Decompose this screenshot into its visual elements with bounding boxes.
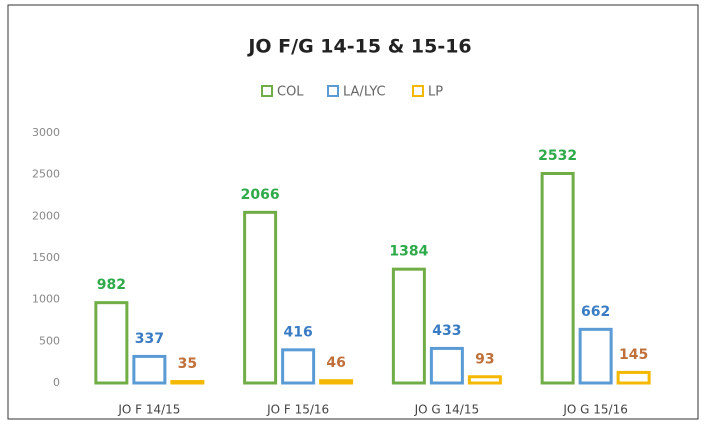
chart-title: JO F/G 14-15 & 15-16	[246, 36, 471, 58]
bar	[429, 346, 464, 385]
legend-label: LP	[428, 85, 443, 100]
y-tick-label: 1000	[32, 293, 60, 306]
data-label: 982	[97, 277, 126, 293]
y-tick-label: 2500	[32, 168, 60, 181]
bar	[578, 327, 613, 385]
data-label: 433	[432, 323, 461, 339]
legend-label: LA/LYC	[343, 85, 386, 100]
x-tick-label: JO F 14/15	[117, 403, 180, 417]
bar	[170, 380, 205, 385]
legend-swatch	[261, 85, 273, 97]
bar	[94, 301, 129, 385]
bar	[391, 267, 426, 385]
y-tick-label: 1500	[32, 251, 60, 264]
bar	[319, 379, 354, 385]
bar	[281, 348, 316, 385]
legend-swatch	[327, 85, 339, 97]
bar	[540, 172, 575, 385]
data-label: 1384	[389, 244, 428, 260]
chart-frame	[7, 4, 699, 420]
bar	[243, 210, 278, 385]
x-tick-label: JO G 15/16	[562, 403, 628, 417]
data-label: 93	[475, 351, 494, 367]
legend-swatch	[412, 85, 424, 97]
y-tick-label: 500	[39, 334, 60, 347]
data-label: 35	[178, 356, 197, 372]
x-tick-label: JO G 14/15	[414, 403, 480, 417]
data-label: 46	[326, 355, 345, 371]
bar	[616, 370, 651, 385]
y-tick-label: 0	[53, 376, 60, 389]
y-tick-label: 3000	[32, 126, 60, 139]
data-label: 416	[284, 324, 313, 340]
bar	[467, 375, 502, 385]
data-label: 337	[135, 331, 164, 347]
y-tick-label: 2000	[32, 209, 60, 222]
bar	[132, 354, 167, 385]
data-label: 662	[581, 304, 610, 320]
data-label: 2532	[538, 148, 577, 164]
data-label: 2066	[241, 187, 280, 203]
x-tick-label: JO F 15/16	[266, 403, 329, 417]
data-label: 145	[619, 347, 648, 363]
legend-label: COL	[277, 85, 304, 100]
